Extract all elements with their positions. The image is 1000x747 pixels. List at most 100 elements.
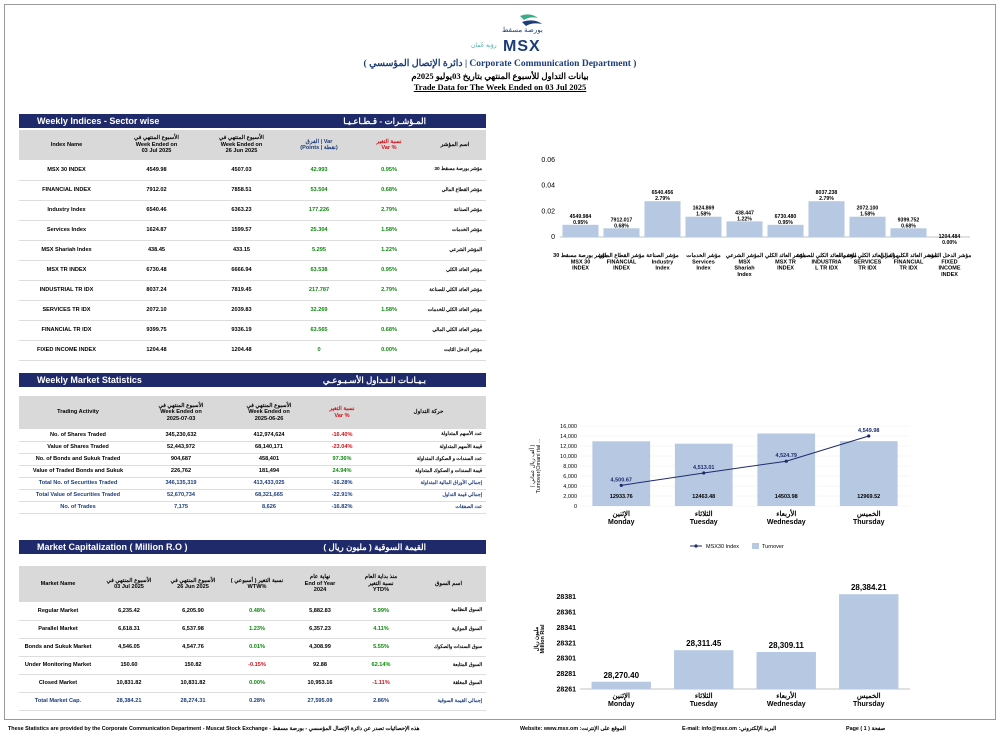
table-cell: Parallel Market <box>19 620 97 639</box>
y-tick-label: 28361 <box>557 610 577 617</box>
table-cell: 412,974,624 <box>225 429 313 442</box>
turnover-bar <box>674 443 733 506</box>
table-row: FIXED INCOME INDEX 1204.48 1204.48 0 0.00% مؤ… <box>19 340 486 361</box>
y-tick-label: 0 <box>574 504 577 510</box>
table-cell: 458,401 <box>225 453 313 466</box>
table-cell: 413,433,025 <box>225 477 313 490</box>
y-tick-label: 8,000 <box>563 464 577 470</box>
table-cell: 904,687 <box>137 453 225 466</box>
bar-label: 14503.98 <box>775 494 798 500</box>
table-cell: Total Market Cap. <box>19 692 97 711</box>
table-cell: عدد الصفقات <box>371 501 486 514</box>
index-point <box>784 459 788 463</box>
table-cell: Under Monitoring Market <box>19 656 97 675</box>
table-cell: 6540.46 <box>114 200 199 221</box>
table-cell: 226,762 <box>137 465 225 478</box>
column-header: الأسبوع المنتهي في 03 Jul 2025 <box>97 566 161 602</box>
market-cap-bar <box>756 651 816 689</box>
logo-arabic-text: بورصة مسقط <box>502 27 543 34</box>
msx-logo-icon <box>520 14 542 26</box>
category-label: مؤشر العائد الكلي للخدمات SERVICES TR IDX <box>836 252 898 272</box>
column-header: حركة التداول <box>371 396 486 429</box>
table-cell: 0.00% <box>354 340 424 361</box>
table-cell: قيمة السندات و الصكوك المتداولة <box>371 465 486 478</box>
table-cell: السوق المتابعة <box>411 656 486 675</box>
footer-source: These Statistics are provided by the Cor… <box>8 726 420 732</box>
footer-website[interactable]: Website: www.msx.om :الموقع على الإنترنت <box>520 726 626 732</box>
table-row: Parallel Market 6,618.31 6,537.98 1.23% 6,35… <box>19 620 486 639</box>
table-cell: 5.55% <box>351 638 411 657</box>
table-cell: 1204.48 <box>114 340 199 361</box>
table-cell: 6,357.23 <box>289 620 351 639</box>
table-cell: 217.787 <box>284 280 354 301</box>
section-title-ar: بـيـانـات الـتـداول الأسـبـوعـي <box>322 375 426 385</box>
table-cell: السوق المغلقة <box>411 674 486 693</box>
table-cell: MSX 30 INDEX <box>19 160 114 181</box>
table-cell: 4549.98 <box>114 160 199 181</box>
category-label: الخميس Thursday <box>853 692 885 708</box>
category-label: الأربعاء Wednesday <box>767 690 806 708</box>
table-cell: قيمة الأسهم المتداولة <box>371 441 486 454</box>
table-cell: السوق النظامية <box>411 602 486 621</box>
y-tick-label: 28381 <box>557 594 577 601</box>
table-cell: -23.04% <box>313 441 371 454</box>
bar <box>931 237 968 238</box>
subtitle-english: Trade Data for The Week Ended on 03 Jul … <box>413 82 587 92</box>
table-cell: مؤشر العائد الكلي للخدمات <box>424 300 486 321</box>
table-cell: Regular Market <box>19 602 97 621</box>
table-cell: 4,547.76 <box>161 638 225 657</box>
market-cap-bar <box>591 681 651 689</box>
table-cell: 92.88 <box>289 656 351 675</box>
table-cell: 0.48% <box>225 602 289 621</box>
table-cell: 7,175 <box>137 501 225 514</box>
table-cell: 63.565 <box>284 320 354 341</box>
table-row: Industry Index 6540.46 6363.23 177.226 2.79%… <box>19 200 486 221</box>
table-cell: FINANCIAL INDEX <box>19 180 114 201</box>
table-cell: 2.79% <box>354 200 424 221</box>
data-label: 9399.752 0.68% <box>898 217 920 229</box>
column-header: منذ بداية العام نسبة التغير YTD% <box>351 566 411 602</box>
table-cell: 0.95% <box>354 260 424 281</box>
section-title-en: Market Capitalization ( Million R.O ) <box>37 542 188 552</box>
table-row: FINANCIAL TR IDX 9399.75 9336.19 63.565 0.68… <box>19 320 486 341</box>
table-cell: Industry Index <box>19 200 114 221</box>
market-cap-bar <box>839 594 899 689</box>
table-cell: Value of Traded Bonds and Sukuk <box>19 465 137 478</box>
table-cell: 6,618.31 <box>97 620 161 639</box>
index-point <box>619 483 623 487</box>
table-cell: FINANCIAL TR IDX <box>19 320 114 341</box>
bar <box>603 228 640 237</box>
category-label: مؤشر العائد الكلي MSX TR INDEX <box>765 252 806 272</box>
y-tick-label: 12,000 <box>560 444 577 450</box>
bar <box>726 221 763 237</box>
column-header: اسم المؤشر <box>424 130 486 160</box>
table-cell: Total No. of Securities Traded <box>19 477 137 490</box>
legend-bar-icon <box>752 543 759 549</box>
table-cell: 9336.19 <box>199 320 284 341</box>
bar-label: 28,270.40 <box>603 671 639 680</box>
table-cell: 1.23% <box>225 620 289 639</box>
page-frame <box>4 4 996 720</box>
table-row: No. of Bonds and Sukuk Traded 904,687 458,… <box>19 453 486 466</box>
header-row: Market Name الأسبوع المنتهي في 03 Jul 2025… <box>19 566 486 602</box>
table-cell: إجمالي الأوراق المالية المتداولة <box>371 477 486 490</box>
table-cell: 63.538 <box>284 260 354 281</box>
bar <box>685 216 722 237</box>
data-label: 1204.484 0.00% <box>939 234 961 246</box>
bar <box>808 201 845 237</box>
turnover-bar <box>757 433 816 506</box>
category-label: مؤشر العائد الكلي للصناعة INDUSTRIA L TR I… <box>796 252 856 272</box>
table-cell: 8,626 <box>225 501 313 514</box>
column-header: اسم السوق <box>411 566 486 602</box>
table-row: Under Monitoring Market 150.60 150.82 -0.15… <box>19 656 486 675</box>
table-cell: MSX TR INDEX <box>19 260 114 281</box>
table-cell: 2.86% <box>351 692 411 711</box>
y-tick-label: 0.06 <box>541 157 555 164</box>
column-header: الأسبوع المنتهي في Week Ended on 2025-06-2… <box>225 396 313 429</box>
column-header: نسبة التغير ( أسبوعي ) WTW% <box>225 566 289 602</box>
table-cell: 8037.24 <box>114 280 199 301</box>
footer-email[interactable]: E-mail: info@msx.om :البريد الإلكتروني <box>682 726 777 732</box>
turnover-bar <box>592 441 651 506</box>
header-row: Trading Activity الأسبوع المنتهي في Week E… <box>19 396 486 429</box>
market-stats-table: Trading Activity الأسبوع المنتهي في Week E… <box>19 396 486 514</box>
